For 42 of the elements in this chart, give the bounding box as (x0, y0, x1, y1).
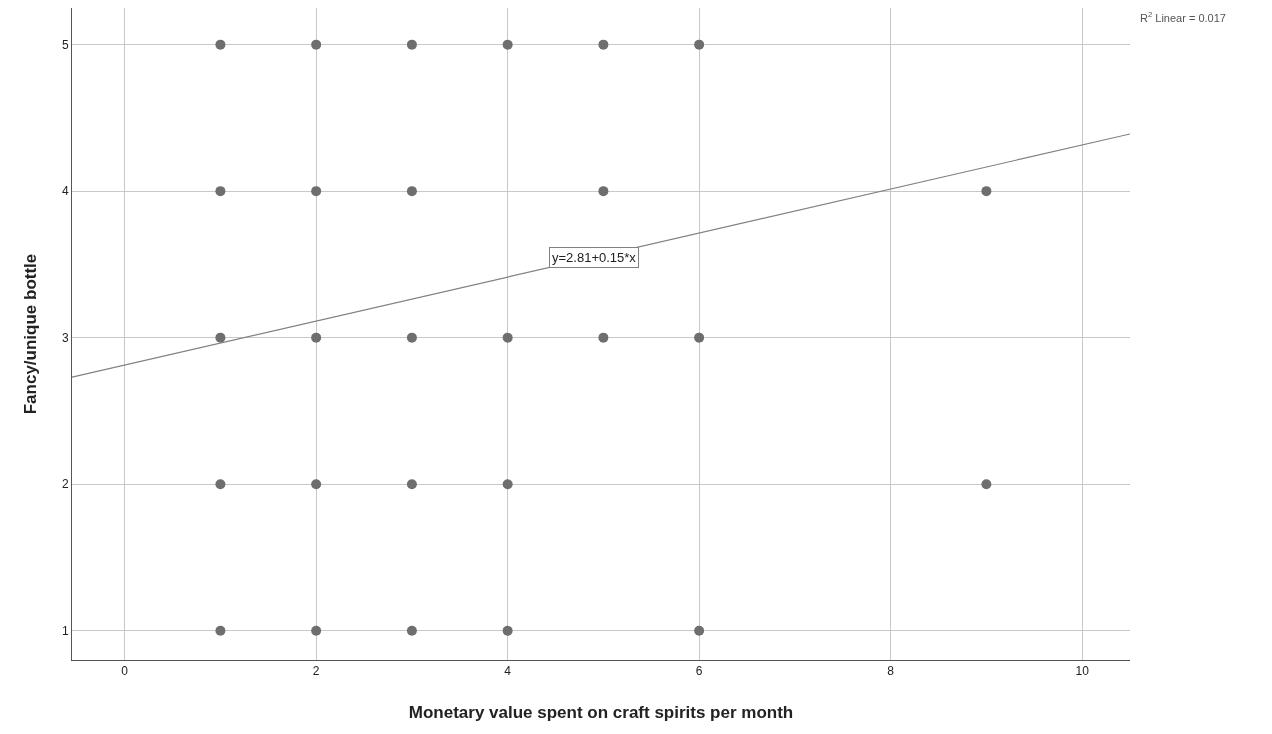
x-axis-title: Monetary value spent on craft spirits per month (408, 702, 794, 722)
x-tick-label: 0 (121, 664, 129, 679)
point (694, 625, 705, 636)
point (215, 39, 226, 50)
point (215, 479, 226, 490)
point (406, 479, 417, 490)
point (311, 479, 322, 490)
point (311, 39, 322, 50)
x-tick-label: 4 (504, 664, 512, 679)
point (215, 332, 226, 343)
y-tick-label: 4 (61, 184, 69, 199)
point (311, 186, 322, 197)
y-tick-label: 5 (61, 37, 69, 52)
point (694, 332, 705, 343)
point (598, 332, 609, 343)
x-tick-label: 10 (1075, 664, 1090, 679)
point (598, 186, 609, 197)
x-tick-label: 2 (312, 664, 320, 679)
y-tick-label: 2 (61, 477, 69, 492)
point (598, 39, 609, 50)
point (311, 625, 322, 636)
point (406, 332, 417, 343)
point (406, 625, 417, 636)
point (311, 332, 322, 343)
point (981, 479, 992, 490)
x-tick-label: 6 (695, 664, 703, 679)
point (981, 186, 992, 197)
point (215, 625, 226, 636)
point (406, 186, 417, 197)
text: R$^{2}$ Linear = 0.017 (1140, 10, 1226, 24)
x-tick-label: 8 (887, 664, 895, 679)
point (502, 332, 513, 343)
y-tick-label: 1 (61, 623, 69, 638)
point (215, 186, 226, 197)
y-tick-label: 3 (61, 330, 69, 345)
point (406, 39, 417, 50)
point (502, 39, 513, 50)
annotation: y=2.81+0.15*x (552, 250, 637, 265)
point (502, 625, 513, 636)
point (502, 479, 513, 490)
y-axis-title: Fancy/unique bottle (21, 253, 41, 415)
point (694, 39, 705, 50)
